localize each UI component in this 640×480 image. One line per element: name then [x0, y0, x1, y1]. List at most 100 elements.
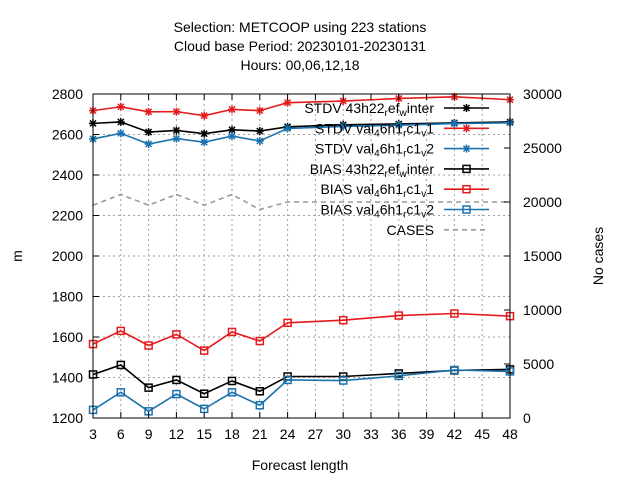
- y-tick-label: 2800: [52, 86, 83, 102]
- data-point: [462, 104, 471, 112]
- legend-label: CASES: [387, 222, 434, 238]
- x-tick-label: 3: [89, 426, 97, 442]
- y2-tick-label: 0: [523, 410, 531, 426]
- data-point-stroke: [145, 128, 153, 136]
- data-point: [144, 383, 153, 392]
- series-line: [92, 193, 510, 211]
- series-7: [92, 193, 510, 211]
- data-point: [450, 309, 459, 318]
- data-point: [144, 128, 153, 137]
- data-point: [200, 138, 209, 147]
- title-line-2: Cloud base Period: 20230101-20230131: [174, 38, 426, 54]
- data-point: [339, 122, 348, 131]
- data-point-stroke: [200, 138, 208, 146]
- y-tick-label: 1800: [52, 289, 83, 305]
- series-line: [92, 121, 511, 135]
- x-tick-label: 30: [335, 426, 351, 442]
- series-6: [88, 365, 515, 416]
- y-tick-label: 2600: [52, 127, 83, 143]
- x-tick-label: 6: [117, 426, 125, 442]
- data-point: [394, 121, 403, 130]
- x-tick-label: 18: [224, 426, 240, 442]
- title-line-3: Hours: 00,06,12,18: [240, 57, 359, 73]
- grid: [93, 94, 510, 418]
- data-point: [116, 388, 126, 397]
- y2-tick-label: 10000: [523, 302, 562, 318]
- y2-axis-label: No cases: [590, 227, 606, 285]
- legend-label: BIAS val46h1rc1v2: [320, 202, 434, 221]
- data-point-stroke: [145, 108, 153, 116]
- data-point: [283, 124, 292, 133]
- data-point: [116, 102, 125, 111]
- series-layer: [88, 92, 515, 416]
- y-tick-label: 2000: [52, 248, 83, 264]
- data-point: [283, 318, 292, 328]
- data-point-stroke: [117, 129, 125, 137]
- data-point: [116, 360, 126, 370]
- series-line: [92, 369, 511, 413]
- data-point-stroke: [145, 140, 153, 148]
- data-point: [116, 326, 126, 336]
- x-tick-label: 24: [280, 426, 296, 442]
- data-point: [339, 97, 348, 106]
- data-point: [283, 375, 292, 385]
- x-tick-label: 48: [502, 426, 518, 442]
- data-point: [228, 105, 236, 114]
- data-point: [450, 119, 459, 128]
- data-point-stroke: [256, 127, 264, 135]
- data-point: [172, 389, 181, 399]
- data-point: [172, 330, 181, 339]
- data-point-stroke: [172, 108, 180, 116]
- x-tick-label: 45: [474, 426, 490, 442]
- data-point: [450, 365, 459, 375]
- data-point: [144, 107, 153, 116]
- data-point: [227, 327, 237, 337]
- data-point: [144, 140, 153, 149]
- data-point: [200, 129, 209, 138]
- legend-label: STDV val46h1rc1v2: [315, 141, 434, 160]
- data-point: [462, 205, 471, 214]
- title-line-1: Selection: METCOOP using 223 stations: [174, 19, 427, 35]
- data-point-stroke: [462, 145, 471, 153]
- data-point-stroke: [172, 135, 180, 143]
- data-point-stroke: [117, 103, 125, 111]
- data-point-stroke: [339, 122, 347, 130]
- data-point: [255, 127, 264, 136]
- data-point: [116, 117, 125, 126]
- legend-label: STDV 43h22refwinter: [304, 100, 434, 119]
- series-line: [92, 96, 511, 117]
- y2-tick-label: 5000: [523, 356, 554, 372]
- data-point-stroke: [228, 105, 236, 113]
- y2-tick-label: 25000: [523, 140, 562, 156]
- y-axis-label: m: [9, 250, 25, 262]
- data-point: [227, 388, 237, 397]
- x-tick-label: 9: [145, 426, 153, 442]
- data-point-stroke: [395, 121, 403, 129]
- series-2: [89, 92, 514, 120]
- y-tick-label: 1600: [52, 329, 83, 345]
- data-point-stroke: [256, 107, 264, 115]
- x-tick-label: 15: [196, 426, 212, 442]
- x-tick-label: 12: [169, 426, 185, 442]
- data-point: [462, 184, 471, 194]
- data-point: [172, 107, 181, 116]
- chart-title: Selection: METCOOP using 223 stations Cl…: [174, 19, 427, 73]
- series-line: [92, 312, 511, 352]
- data-point-stroke: [200, 112, 208, 120]
- data-point: [172, 375, 181, 385]
- x-tick-label: 33: [363, 426, 379, 442]
- data-point-stroke: [284, 99, 292, 107]
- x-axis-label: Forecast length: [252, 457, 349, 473]
- series-3: [89, 118, 514, 149]
- data-point-stroke: [256, 137, 264, 145]
- x-tick-label: 21: [252, 426, 268, 442]
- data-point: [394, 311, 404, 320]
- data-point: [255, 336, 265, 346]
- data-point: [338, 315, 348, 325]
- data-point: [394, 371, 404, 381]
- data-point: [199, 346, 209, 355]
- data-point: [144, 341, 153, 350]
- data-point-stroke: [172, 126, 180, 134]
- data-point-stroke: [117, 118, 125, 126]
